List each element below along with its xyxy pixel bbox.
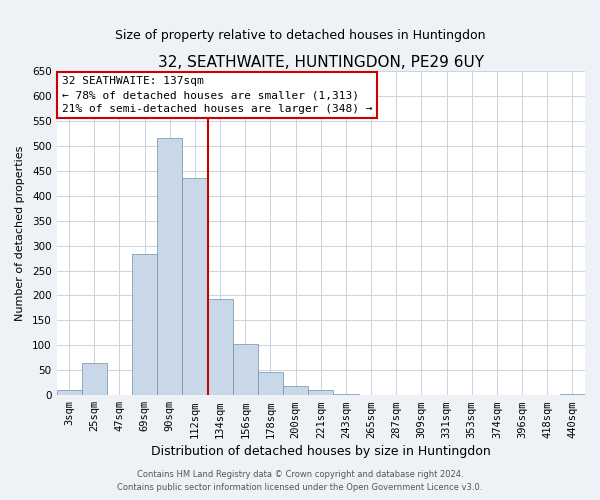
Bar (56, 390, 82, 395)
Bar (233, 344, 258, 395)
X-axis label: Distribution of detached houses by size in Huntingdon: Distribution of detached houses by size … (151, 444, 491, 458)
Bar (132, 254, 157, 395)
Bar (157, 138, 182, 395)
Bar (208, 300, 233, 395)
Text: Size of property relative to detached houses in Huntingdon: Size of property relative to detached ho… (115, 28, 485, 42)
Bar (334, 394, 359, 395)
Title: 32, SEATHWAITE, HUNTINGDON, PE29 6UY: 32, SEATHWAITE, HUNTINGDON, PE29 6UY (158, 55, 484, 70)
Bar (182, 178, 208, 395)
Bar (82, 363, 107, 395)
Bar (258, 372, 283, 395)
Bar (283, 386, 308, 395)
Bar (560, 394, 585, 395)
Text: 32 SEATHWAITE: 137sqm
← 78% of detached houses are smaller (1,313)
21% of semi-d: 32 SEATHWAITE: 137sqm ← 78% of detached … (62, 76, 373, 114)
Text: Contains HM Land Registry data © Crown copyright and database right 2024.
Contai: Contains HM Land Registry data © Crown c… (118, 470, 482, 492)
Y-axis label: Number of detached properties: Number of detached properties (15, 146, 25, 321)
Bar (308, 390, 334, 395)
